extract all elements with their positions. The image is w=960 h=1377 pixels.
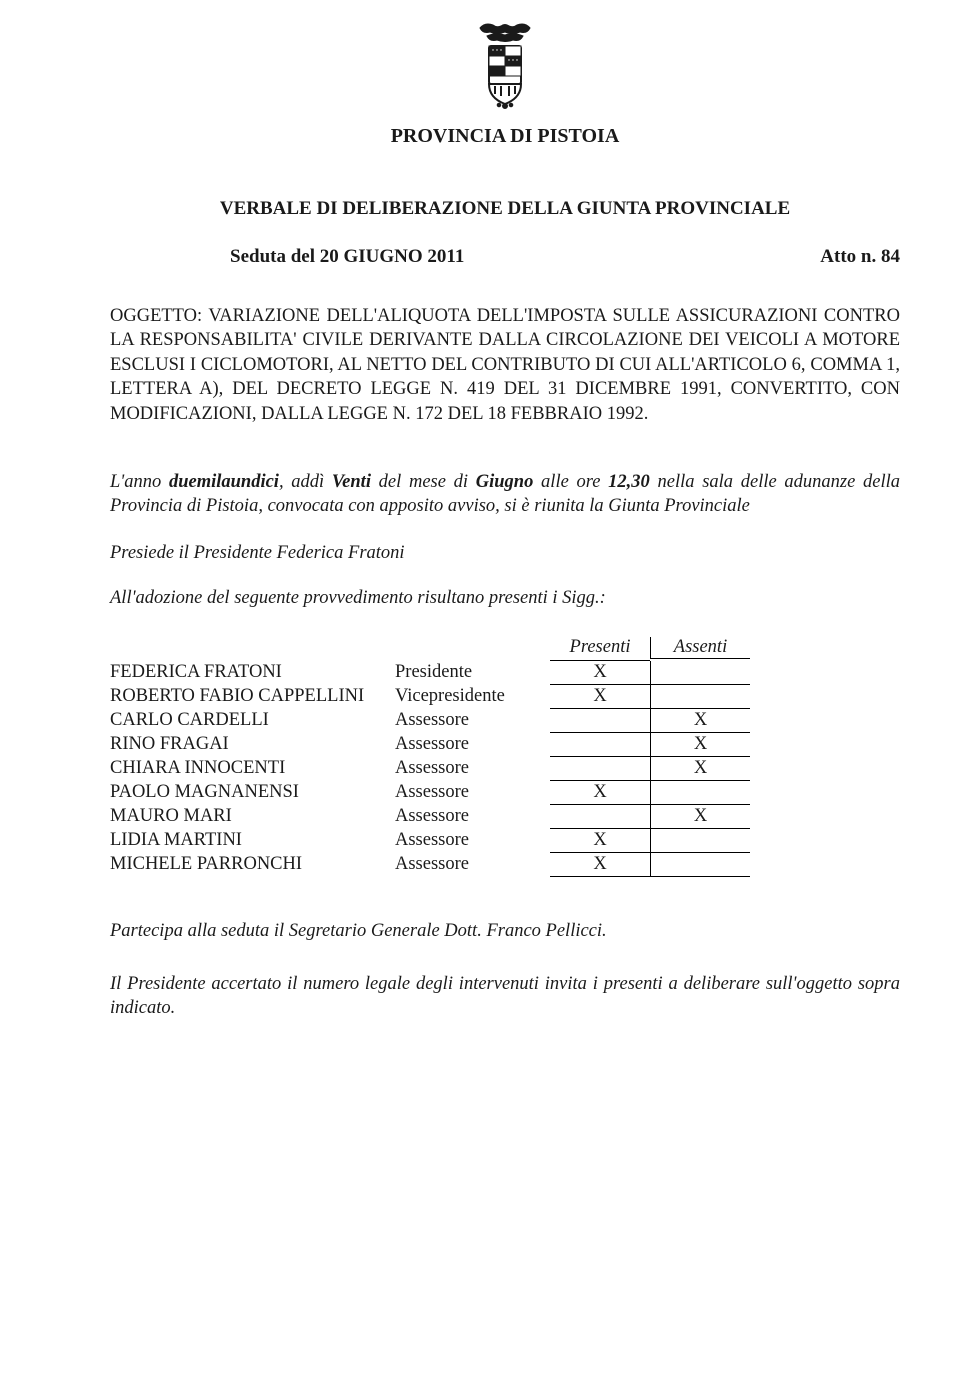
attendee-presente: X bbox=[550, 829, 650, 853]
attendee-presente: X bbox=[550, 685, 650, 709]
attendance-blank bbox=[110, 637, 395, 661]
attendee-assente bbox=[650, 829, 750, 853]
attendee-name: MICHELE PARRONCHI bbox=[110, 853, 395, 877]
attendee-assente bbox=[650, 661, 750, 685]
adunanza-day: Venti bbox=[332, 472, 371, 492]
attendee-role: Assessore bbox=[395, 829, 550, 853]
attendee-name: LIDIA MARTINI bbox=[110, 829, 395, 853]
adunanza-month: Giugno bbox=[476, 472, 534, 492]
adunanza-mid3: alle ore bbox=[533, 472, 608, 492]
attendee-presente bbox=[550, 805, 650, 829]
attendee-assente: X bbox=[650, 709, 750, 733]
attendee-name: CARLO CARDELLI bbox=[110, 709, 395, 733]
attendee-role: Presidente bbox=[395, 661, 550, 685]
attendee-name: RINO FRAGAI bbox=[110, 733, 395, 757]
attendee-presente bbox=[550, 709, 650, 733]
attendee-assente: X bbox=[650, 805, 750, 829]
presidente-accertato: Il Presidente accertato il numero legale… bbox=[110, 972, 900, 1021]
verbale-title: VERBALE DI DELIBERAZIONE DELLA GIUNTA PR… bbox=[110, 198, 900, 220]
province-title: PROVINCIA DI PISTOIA bbox=[110, 125, 900, 148]
attendee-presente bbox=[550, 757, 650, 781]
seduta-row: Seduta del 20 GIUGNO 2011 Atto n. 84 bbox=[110, 246, 900, 268]
attendee-presente bbox=[550, 733, 650, 757]
attendee-presente: X bbox=[550, 853, 650, 877]
attendee-role: Assessore bbox=[395, 709, 550, 733]
adunanza-year: duemilaundici bbox=[169, 472, 279, 492]
adunanza-pre1: L'anno bbox=[110, 472, 169, 492]
adozione-line: All'adozione del seguente provvedimento … bbox=[110, 588, 900, 609]
attendee-name: ROBERTO FABIO CAPPELLINI bbox=[110, 685, 395, 709]
partecipa-line: Partecipa alla seduta il Segretario Gene… bbox=[110, 921, 900, 942]
adunanza-mid2: del mese di bbox=[371, 472, 476, 492]
attendee-role: Assessore bbox=[395, 733, 550, 757]
attendee-role: Assessore bbox=[395, 853, 550, 877]
attendee-role: Assessore bbox=[395, 781, 550, 805]
oggetto-text: OGGETTO: VARIAZIONE DELL'ALIQUOTA DELL'I… bbox=[110, 304, 900, 426]
adunanza-time: 12,30 bbox=[608, 472, 650, 492]
attendee-role: Vicepresidente bbox=[395, 685, 550, 709]
attendee-presente: X bbox=[550, 661, 650, 685]
attendee-role: Assessore bbox=[395, 805, 550, 829]
attendee-assente bbox=[650, 685, 750, 709]
attendance-blank bbox=[395, 637, 550, 661]
logo-container bbox=[110, 20, 900, 117]
presiede-line: Presiede il Presidente Federica Fratoni bbox=[110, 543, 900, 564]
attendee-role: Assessore bbox=[395, 757, 550, 781]
atto-number: Atto n. 84 bbox=[820, 246, 900, 268]
attendance-header-presenti: Presenti bbox=[550, 637, 650, 661]
attendee-name: MAURO MARI bbox=[110, 805, 395, 829]
attendee-presente: X bbox=[550, 781, 650, 805]
attendance-header-assenti: Assenti bbox=[650, 637, 750, 659]
attendee-assente bbox=[650, 781, 750, 805]
attendee-assente: X bbox=[650, 757, 750, 781]
attendee-name: CHIARA INNOCENTI bbox=[110, 757, 395, 781]
attendee-name: FEDERICA FRATONI bbox=[110, 661, 395, 685]
attendee-name: PAOLO MAGNANENSI bbox=[110, 781, 395, 805]
seduta-date: Seduta del 20 GIUGNO 2011 bbox=[110, 246, 464, 268]
province-crest-icon bbox=[465, 20, 545, 117]
adunanza-mid1: , addì bbox=[279, 472, 332, 492]
adunanza-paragraph: L'anno duemilaundici, addì Venti del mes… bbox=[110, 470, 900, 519]
attendance-table: Presenti Assenti FEDERICA FRATONI Presid… bbox=[110, 637, 900, 877]
attendee-assente bbox=[650, 853, 750, 877]
attendee-assente: X bbox=[650, 733, 750, 757]
